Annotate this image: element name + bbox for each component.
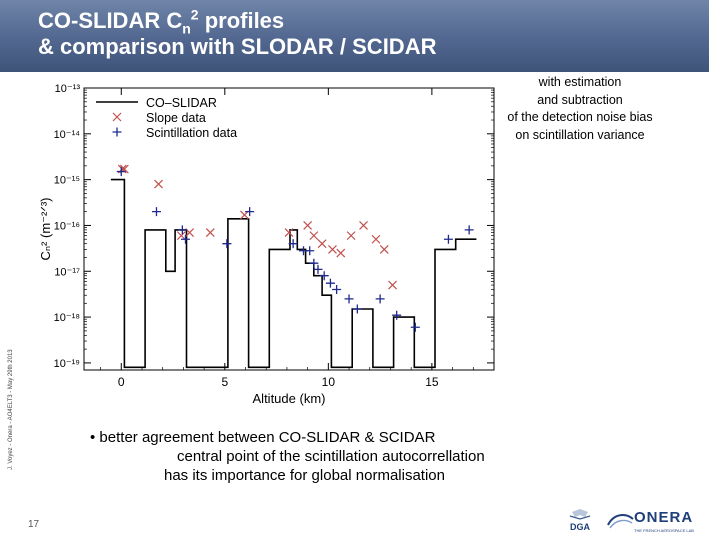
slide-title: CO-SLIDAR Cn2 profiles & comparison with… (38, 6, 437, 59)
x-tick-label: 5 (221, 375, 228, 389)
scintillation-data-point (309, 258, 319, 268)
slope-data-point (185, 228, 195, 237)
co-slidar-profile-line (110, 178, 477, 369)
legend-entry: Slope data (146, 111, 206, 125)
scintillation-data-point (344, 294, 354, 304)
slope-data-point (176, 231, 186, 241)
slide-number: 17 (28, 519, 40, 530)
scintillation-data-point (325, 278, 335, 288)
scintillation-data-point (352, 304, 362, 314)
slope-data-point (154, 179, 163, 189)
legend-plus-swatch (112, 127, 122, 137)
chart-svg: 10⁻¹⁹ 10⁻¹⁸ 10⁻¹⁷ 10⁻¹⁶ 10⁻¹⁵ 10⁻¹⁴ 10⁻¹³ 0 5 10 1… (38, 83, 495, 406)
x-tick-label: 0 (118, 375, 125, 389)
scintillation-data-point (151, 207, 161, 217)
scintillation-data-point (443, 234, 453, 244)
slope-data-point (303, 221, 313, 230)
y-tick-label: 10⁻¹³ (55, 83, 81, 95)
slope-data-point (336, 248, 346, 258)
slope-data-point (328, 244, 337, 254)
scintillation-data-point (180, 234, 190, 244)
title-banner (0, 0, 709, 72)
plot-frame (83, 87, 495, 371)
slope-data-point (284, 228, 294, 237)
slope-data-point (359, 221, 368, 230)
scintillation-data-point (313, 264, 323, 274)
scintillation-data-point (332, 285, 342, 295)
scintillation-data-point (222, 239, 232, 249)
x-tick-label: 10 (322, 375, 336, 389)
scintillation-data-point (177, 225, 187, 235)
scintillation-data-point (288, 239, 298, 249)
scintillation-data-point (116, 167, 126, 177)
slope-data-point (309, 231, 319, 241)
legend-entry: CO–SLIDAR (146, 96, 217, 110)
slope-data-point (346, 231, 356, 241)
scintillation-data-point (392, 310, 402, 320)
slope-data-point (317, 239, 327, 249)
annotation-note: with estimation and subtraction of the d… (507, 75, 653, 142)
y-tick-label: 10⁻¹⁵ (54, 175, 80, 187)
bullet-text: • better agreement between CO-SLIDAR & S… (90, 429, 485, 484)
y-tick-label: 10⁻¹⁷ (54, 266, 80, 278)
scintillation-data-point (305, 246, 315, 256)
scintillation-data-point (375, 294, 385, 304)
y-axis-label: Cₙ² (m⁻²ᐟ³) (38, 197, 53, 260)
slope-data-point (388, 280, 397, 290)
legend-x-swatch (112, 112, 122, 122)
scintillation-data-point (464, 225, 474, 235)
scintillation-data-point (319, 271, 329, 281)
slope-data-point (371, 234, 381, 244)
x-axis-label: Altitude (km) (253, 391, 326, 406)
y-tick-label: 10⁻¹⁴ (54, 129, 81, 141)
svg-text:DGA: DGA (570, 522, 591, 532)
y-tick-label: 10⁻¹⁸ (54, 312, 80, 324)
scintillation-data-point (410, 322, 420, 332)
cn2-profile-chart: 10⁻¹⁹ 10⁻¹⁸ 10⁻¹⁷ 10⁻¹⁶ 10⁻¹⁵ 10⁻¹⁴ 10⁻¹³ 0 5 10 1… (34, 82, 504, 422)
slope-data-point (379, 244, 389, 254)
legend-entry: Scintillation data (146, 126, 237, 140)
dga-logo: DGA (566, 508, 594, 533)
y-tick-label: 10⁻¹⁶ (54, 220, 80, 232)
scintillation-data-point (245, 207, 255, 217)
onera-logo: ONERA THE FRENCH AEROSPACE LAB (604, 508, 696, 535)
side-credit: J. Voyez - Onera - AO4ELT3 - May 29th 20… (8, 349, 14, 470)
slope-data-point (205, 228, 215, 237)
y-tick-label: 10⁻¹⁹ (54, 358, 80, 370)
x-tick-label: 15 (425, 375, 439, 389)
